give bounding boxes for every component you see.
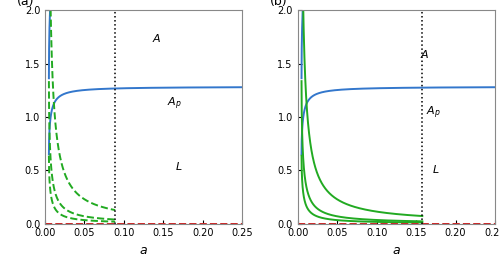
Text: (a): (a) xyxy=(18,0,35,8)
X-axis label: $a$: $a$ xyxy=(392,244,400,257)
Text: $A_p$: $A_p$ xyxy=(426,104,441,121)
Text: $A$: $A$ xyxy=(152,32,161,44)
Text: $A$: $A$ xyxy=(420,48,430,60)
X-axis label: $a$: $a$ xyxy=(140,244,148,257)
Text: $L$: $L$ xyxy=(176,160,183,172)
Text: (b): (b) xyxy=(270,0,287,8)
Text: $A_p$: $A_p$ xyxy=(168,96,182,112)
Text: $L$: $L$ xyxy=(432,164,440,176)
